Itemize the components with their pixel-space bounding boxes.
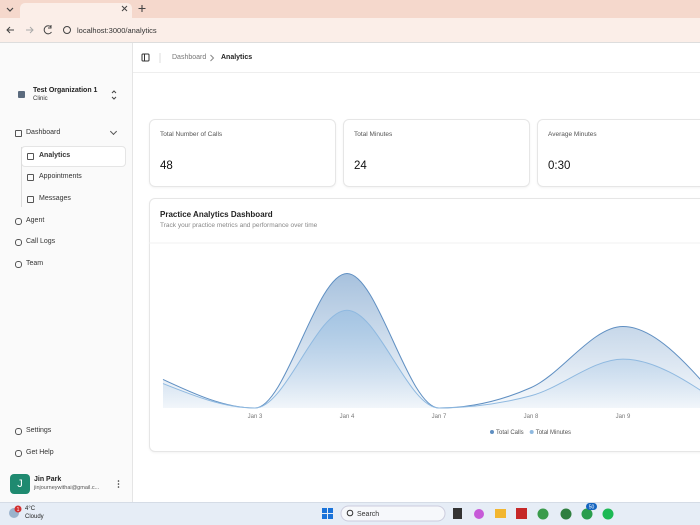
search-icon xyxy=(346,509,354,517)
nav-icon xyxy=(15,450,22,457)
breadcrumb-item[interactable]: Dashboard xyxy=(172,54,207,61)
app-badge: 50 xyxy=(589,505,595,511)
user-name: Jin Park xyxy=(34,476,62,483)
stat-card xyxy=(149,119,336,187)
x-tick-label: Jan 4 xyxy=(340,414,355,420)
app-icon[interactable] xyxy=(581,508,593,520)
weather-condition: Cloudy xyxy=(25,514,44,520)
chart-card xyxy=(149,198,700,452)
address-bar xyxy=(0,18,700,43)
reload[interactable] xyxy=(43,25,52,35)
app-icon[interactable] xyxy=(560,508,572,520)
close-tab[interactable] xyxy=(121,5,128,12)
stat-label: Total Minutes xyxy=(354,131,393,138)
app-icon[interactable] xyxy=(537,508,549,520)
stat-value: 0:30 xyxy=(548,160,571,172)
nav-item[interactable]: Analytics xyxy=(39,152,71,159)
x-tick-label: Jan 7 xyxy=(432,414,447,420)
app-icon[interactable] xyxy=(516,508,527,519)
stat-label: Average Minutes xyxy=(548,131,597,138)
nav-icon xyxy=(27,153,34,160)
back[interactable] xyxy=(6,26,14,34)
nav-item[interactable]: Appointments xyxy=(39,173,82,180)
search-label: Search xyxy=(357,511,379,518)
url[interactable]: localhost:3000/analytics xyxy=(77,26,157,35)
nav-item[interactable]: Team xyxy=(26,260,44,267)
stat-card xyxy=(343,119,530,187)
stat-value: 24 xyxy=(354,160,367,172)
nav-item[interactable]: Call Logs xyxy=(26,238,56,245)
site-info[interactable] xyxy=(63,26,71,34)
app-icon[interactable] xyxy=(453,508,462,519)
legend-swatch xyxy=(529,430,534,434)
nav-item[interactable]: Settings xyxy=(26,427,52,434)
nav-item[interactable]: Agent xyxy=(26,217,45,224)
app-icon[interactable] xyxy=(602,508,614,520)
header-divider xyxy=(133,72,700,73)
sidebar-toggle[interactable] xyxy=(140,52,170,64)
user-menu[interactable] xyxy=(116,479,121,491)
x-tick-label: Jan 9 xyxy=(616,414,631,420)
tab-icons xyxy=(6,5,146,12)
tab-bar xyxy=(0,0,700,18)
nav-item[interactable]: Dashboard xyxy=(26,129,61,136)
nav-buttons xyxy=(6,25,71,35)
app-icon[interactable] xyxy=(495,509,506,518)
user-email: jinjourneywithai@gmail.c... xyxy=(34,485,100,491)
area-line xyxy=(162,273,700,409)
weather-badge: 1 xyxy=(17,507,20,513)
avatar[interactable]: J xyxy=(10,474,30,494)
legend-label: Total Minutes xyxy=(536,430,571,436)
chart-title: Practice Analytics Dashboard xyxy=(160,210,273,219)
area xyxy=(163,310,700,408)
taskbar-icons: 1 Search 50 xyxy=(9,503,614,522)
org-name[interactable]: Test Organization 1 xyxy=(33,87,98,94)
new-tab[interactable] xyxy=(138,5,146,12)
active-tab[interactable] xyxy=(20,3,132,18)
org-switch[interactable] xyxy=(110,89,118,101)
stat-value: 48 xyxy=(160,160,173,172)
app-badge-bg xyxy=(586,503,597,510)
nav-icon xyxy=(27,196,34,203)
nav-icon xyxy=(27,174,34,181)
x-tick-label: Jan 3 xyxy=(248,414,263,420)
search-box[interactable] xyxy=(340,505,446,522)
nav-subline xyxy=(21,147,22,207)
breadcrumb-current: Analytics xyxy=(221,54,253,61)
forward[interactable] xyxy=(26,26,34,34)
chart: Practice Analytics Dashboard Track your … xyxy=(149,210,700,436)
nav-item[interactable]: Messages xyxy=(39,195,71,202)
x-tick-label: Jan 8 xyxy=(524,414,539,420)
nav-icon xyxy=(15,130,22,137)
chart-subtitle: Track your practice metrics and performa… xyxy=(160,222,318,229)
nav-icon xyxy=(15,218,22,225)
legend-swatch xyxy=(490,430,494,434)
stat-card xyxy=(537,119,700,187)
breadcrumb-sep xyxy=(210,54,215,62)
nav-icon xyxy=(15,239,22,246)
nav-icon xyxy=(15,261,22,268)
org-type: Clinic xyxy=(33,96,48,102)
nav-item[interactable]: Get Help xyxy=(26,449,54,456)
org-logo xyxy=(18,91,25,98)
nav-active-bg xyxy=(21,146,126,167)
weather-badge-bg xyxy=(14,505,22,513)
sidebar xyxy=(0,43,133,502)
start[interactable] xyxy=(322,508,333,519)
nav-icon xyxy=(15,428,22,435)
stat-label: Total Number of Calls xyxy=(160,131,223,138)
temperature: 4°C xyxy=(25,506,36,512)
tab-menu[interactable] xyxy=(6,7,14,12)
app-icon[interactable] xyxy=(474,509,484,519)
area-line xyxy=(162,309,700,409)
legend-label: Total Calls xyxy=(496,430,524,436)
